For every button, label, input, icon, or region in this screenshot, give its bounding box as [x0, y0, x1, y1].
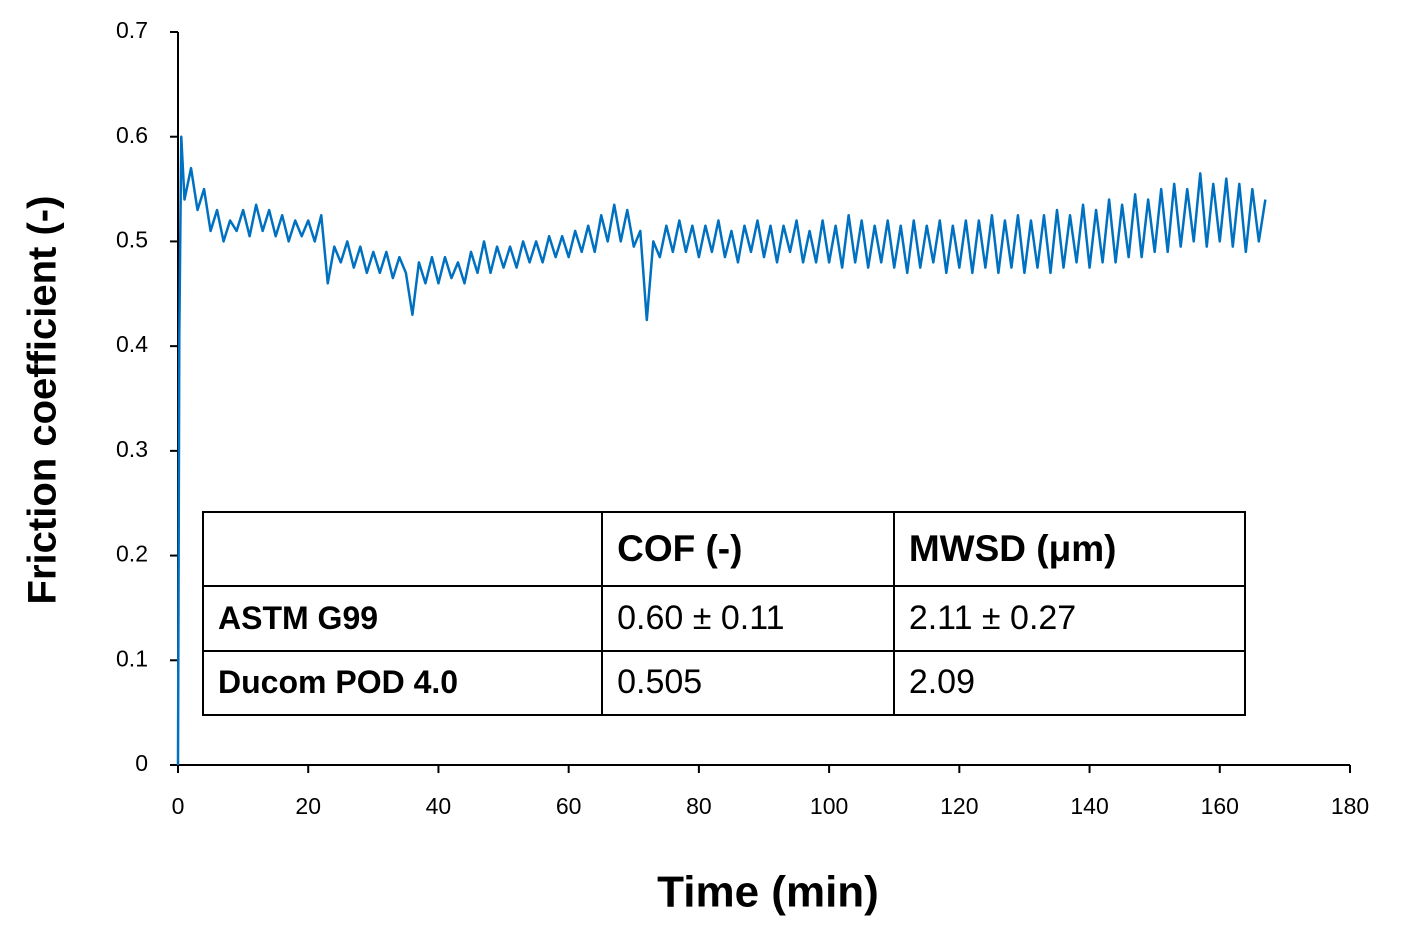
table-corner — [201, 511, 604, 587]
y-axis-title: Friction coefficient (-) — [21, 196, 65, 605]
x-tick-label: 120 — [940, 793, 978, 819]
table-cell: 2.11 ± 0.27 — [892, 585, 1247, 652]
x-tick-label: 0 — [172, 793, 185, 819]
table-row-header: Ducom POD 4.0 — [201, 649, 604, 716]
table-cell: 0.505 — [601, 649, 895, 716]
summary-table: COF (-) MWSD (μm) ASTM G99 0.60 ± 0.11 2… — [201, 511, 1247, 716]
x-tick-label: 40 — [426, 793, 452, 819]
y-tick-label: 0.6 — [116, 122, 148, 148]
x-tick-label: 180 — [1331, 793, 1369, 819]
x-axis-title: Time (min) — [657, 868, 879, 917]
x-tick-label: 140 — [1070, 793, 1108, 819]
table-header-cell: MWSD (μm) — [892, 511, 1247, 587]
table-header-cell: COF (-) — [601, 511, 895, 587]
y-tick-label: 0 — [135, 750, 148, 776]
table-row: ASTM G99 0.60 ± 0.11 2.11 ± 0.27 — [201, 585, 1247, 652]
table-row: Ducom POD 4.0 0.505 2.09 — [201, 649, 1247, 716]
table-cell: 0.60 ± 0.11 — [601, 585, 895, 652]
y-tick-label: 0.1 — [116, 645, 148, 671]
x-tick-label: 60 — [556, 793, 582, 819]
data-line — [176, 135, 1267, 766]
y-tick-label: 0.7 — [116, 17, 148, 43]
table-cell: 2.09 — [892, 649, 1247, 716]
y-tick-label: 0.5 — [116, 227, 148, 253]
y-tick-label: 0.4 — [116, 331, 148, 357]
x-tick-label: 100 — [810, 793, 848, 819]
table-row-header: ASTM G99 — [201, 585, 604, 652]
table-header: COF (-) MWSD (μm) — [201, 511, 1247, 587]
x-tick-label: 80 — [686, 793, 712, 819]
y-tick-label: 0.2 — [116, 541, 148, 567]
x-tick-label: 160 — [1201, 793, 1239, 819]
y-tick-label: 0.3 — [116, 436, 148, 462]
x-tick-label: 20 — [295, 793, 321, 819]
